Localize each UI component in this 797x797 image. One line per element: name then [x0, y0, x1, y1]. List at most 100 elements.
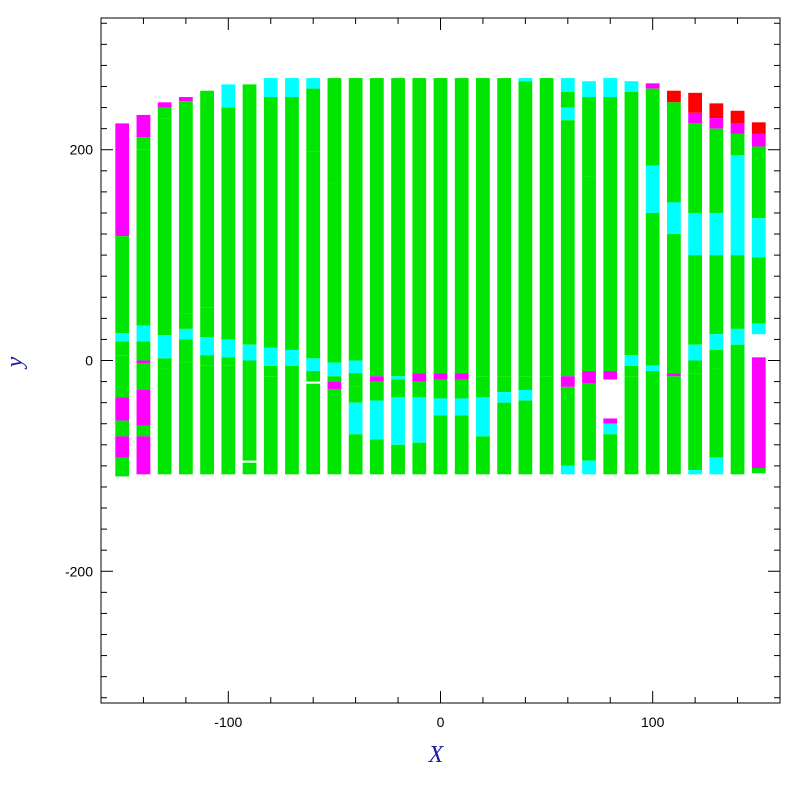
heatmap-cell-col13-seg0	[391, 78, 405, 377]
heatmap-cell-col19-seg1	[518, 81, 533, 377]
heatmap-cell-col22-seg5	[582, 460, 596, 475]
heatmap-cell-col9-seg1	[306, 88, 321, 152]
heatmap-cell-col22-seg1	[582, 97, 596, 177]
heatmap-cell-col1-seg9	[136, 436, 151, 475]
heatmap-cell-col8-seg4	[285, 379, 299, 475]
y-axis-label: y	[2, 356, 28, 369]
heatmap-cell-col28-seg4	[709, 255, 724, 335]
x-tick-label: 100	[641, 714, 665, 730]
heatmap-cell-col5-seg0	[221, 84, 236, 108]
heatmap-cell-col30-seg6	[751, 357, 766, 468]
heatmap-cell-col6-seg5	[242, 462, 257, 475]
heatmap-cell-col22-seg0	[582, 81, 596, 98]
heatmap-cell-col14-seg4	[412, 442, 427, 475]
heatmap-cell-col27-seg3	[688, 212, 703, 256]
heatmap-cell-col6-seg2	[242, 344, 257, 361]
heatmap-cell-col21-seg6	[560, 465, 575, 475]
heatmap-cell-col18-seg1	[497, 376, 512, 393]
heatmap-cell-col29-seg8	[730, 371, 745, 475]
heatmap-cell-col21-seg0	[560, 78, 575, 92]
heatmap-cell-col5-seg4	[221, 365, 236, 475]
heatmap-cell-col1-seg3	[136, 325, 151, 342]
x-axis-label: X	[428, 742, 445, 768]
heatmap-cell-col14-seg1	[412, 373, 427, 382]
heatmap-cell-col24-seg0	[624, 81, 639, 92]
heatmap-cell-col0-seg9	[115, 457, 130, 477]
heatmap-cell-col18-seg3	[497, 402, 512, 475]
x-tick-label: 0	[437, 714, 445, 730]
heatmap-cell-col14-seg2	[412, 381, 427, 398]
heatmap-cell-col7-seg2	[263, 347, 278, 366]
heatmap-cell-col6-seg4	[242, 371, 257, 461]
heatmap-cell-col1-seg5	[136, 360, 151, 364]
heatmap-cell-col3-seg4	[178, 339, 193, 363]
heatmap-cell-col15-seg3	[433, 398, 448, 416]
heatmap-cell-col6-seg3	[242, 360, 257, 372]
heatmap-cell-col7-seg1	[263, 97, 278, 348]
heatmap-cell-col27-seg7	[688, 373, 703, 471]
heatmap-cell-col23-seg0	[603, 78, 618, 98]
heatmap-cell-col20-seg1	[539, 376, 554, 391]
heatmap-cell-col27-seg2	[688, 123, 703, 213]
heatmap-cell-col9-seg6	[306, 383, 321, 475]
heatmap-cell-col1-seg1	[136, 137, 151, 150]
heatmap-cell-col28-seg3	[709, 212, 724, 256]
heatmap-cell-col11-seg5	[348, 434, 363, 475]
heatmap-cell-col29-seg5	[730, 255, 745, 329]
heatmap-cell-col27-seg4	[688, 255, 703, 345]
heatmap-cell-col25-seg4	[645, 365, 660, 372]
heatmap-cell-col9-seg0	[306, 78, 321, 89]
heatmap-cell-col16-seg1	[454, 373, 469, 380]
heatmap-cell-col17-seg1	[476, 376, 490, 398]
heatmap-cell-col21-seg3	[560, 120, 575, 377]
heatmap-cell-col23-seg1	[603, 97, 618, 166]
heatmap-cell-col23-seg4	[603, 418, 618, 424]
heatmap-cell-col21-seg5	[560, 386, 575, 466]
heatmap-cell-col8-seg2	[285, 349, 299, 366]
heatmap-cell-col26-seg3	[667, 234, 681, 374]
heatmap-cell-col4-seg1	[200, 281, 214, 308]
tick-labels: -100 0 100 -200 0 200	[65, 142, 665, 730]
heatmap-cell-col5-seg1	[221, 107, 236, 340]
heatmap-cell-col30-seg0	[751, 122, 766, 134]
heatmap-cell-col7-seg4	[263, 376, 278, 475]
heatmap-cell-col29-seg0	[730, 110, 745, 124]
heatmap-cell-col0-seg3	[115, 341, 130, 356]
heatmap-cell-col8-seg0	[285, 78, 299, 98]
heatmap-cell-col9-seg2	[306, 151, 321, 224]
heatmap-cell-col14-seg0	[412, 78, 427, 374]
heatmap-cell-col30-seg3	[751, 218, 766, 258]
heatmap-cell-col10-seg6	[327, 388, 342, 475]
heatmap-cell-col0-seg2	[115, 333, 130, 342]
heatmap-cell-col17-seg3	[476, 436, 490, 475]
heatmap-cell-col0-seg7	[115, 420, 130, 437]
heatmap-cell-col6-seg0	[242, 84, 257, 106]
heatmap-cell-col26-seg2	[667, 202, 681, 235]
plot-frame	[100, 17, 781, 704]
heatmap-cell-col26-seg0	[667, 90, 681, 103]
heatmap-cell-col1-seg6	[136, 363, 151, 391]
heatmap-cell-col15-seg1	[433, 373, 448, 380]
heatmap-cell-col24-seg4	[624, 365, 639, 377]
heatmap-cell-col23-seg2	[603, 165, 618, 372]
heatmap-cell-col0-seg0	[115, 123, 130, 237]
heatmap-cell-col7-seg0	[263, 78, 278, 98]
heatmap-cell-col13-seg1	[391, 376, 405, 380]
heatmap-cell-col19-seg3	[518, 390, 533, 401]
heatmap-cell-col4-seg0	[200, 90, 214, 282]
heatmap-cell-col1-seg2	[136, 149, 151, 326]
heatmap-cell-col29-seg6	[730, 328, 745, 345]
heatmap-cell-col4-seg2	[200, 307, 214, 338]
heatmap-cell-col30-seg4	[751, 257, 766, 324]
heatmap-cell-col2-seg3	[157, 335, 172, 359]
heatmap-cell-col28-seg5	[709, 334, 724, 350]
heatmap-cell-col17-seg0	[476, 78, 490, 377]
axis-ticks	[100, 18, 781, 703]
heatmap-cell-col28-seg7	[709, 368, 724, 458]
heatmap-cell-col28-seg2	[709, 128, 724, 213]
heatmap-cell-col1-seg8	[136, 425, 151, 437]
heatmap-cell-col29-seg4	[730, 212, 745, 256]
heatmap-cell-col11-seg2	[348, 373, 363, 387]
